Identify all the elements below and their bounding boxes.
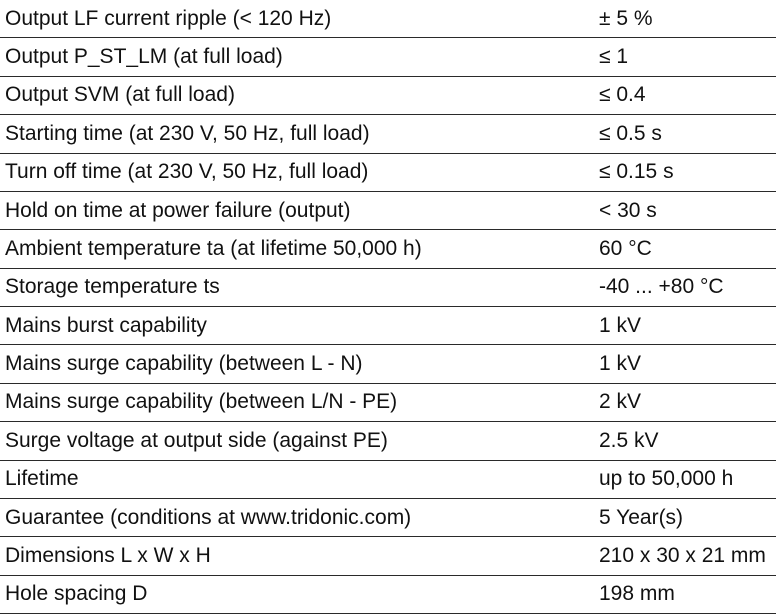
table-row: Turn off time (at 230 V, 50 Hz, full loa… — [0, 154, 776, 192]
parameter-label: Mains burst capability — [5, 313, 207, 337]
table-row: Hold on time at power failure (output) < … — [0, 192, 776, 231]
table-row: Mains burst capability 1 kV — [0, 307, 776, 346]
parameter-value: 198 mm — [599, 582, 675, 606]
parameter-value: < 30 s — [599, 198, 657, 222]
parameter-label: Output SVM (at full load) — [5, 83, 235, 107]
table-row: Hole spacing D 198 mm — [0, 576, 776, 614]
table-row: Lifetime up to 50,000 h — [0, 461, 776, 499]
parameter-value: 210 x 30 x 21 mm — [599, 543, 766, 567]
table-row: Output SVM (at full load) ≤ 0.4 — [0, 77, 776, 116]
parameter-value: ≤ 0.5 s — [599, 121, 662, 145]
parameter-label: Turn off time (at 230 V, 50 Hz, full loa… — [5, 160, 369, 184]
parameter-label: Hold on time at power failure (output) — [5, 198, 351, 222]
parameter-label: Ambient temperature ta (at lifetime 50,0… — [5, 236, 422, 260]
parameter-value: 1 kV — [599, 313, 642, 337]
parameter-label: Storage temperature ts — [5, 275, 220, 299]
parameter-label: Starting time (at 230 V, 50 Hz, full loa… — [5, 121, 370, 145]
parameter-value: ≤ 0.4 — [599, 83, 646, 107]
parameter-value: -40 ... +80 °C — [599, 275, 724, 299]
table-row: Starting time (at 230 V, 50 Hz, full loa… — [0, 115, 776, 154]
parameter-value: up to 50,000 h — [599, 467, 734, 491]
parameter-label: Hole spacing D — [5, 582, 148, 606]
parameter-label: Dimensions L x W x H — [5, 543, 211, 567]
parameter-value: 2 kV — [599, 390, 642, 414]
parameter-label: Output P_ST_LM (at full load) — [5, 45, 283, 69]
table-row: Ambient temperature ta (at lifetime 50,0… — [0, 230, 776, 269]
parameter-label: Mains surge capability (between L - N) — [5, 352, 363, 376]
table-row: Mains surge capability (between L - N) 1 … — [0, 345, 776, 384]
parameter-label: Guarantee (conditions at www.tridonic.co… — [5, 505, 412, 529]
parameter-label: Output LF current ripple (< 120 Hz) — [5, 6, 332, 30]
parameter-label: Mains surge capability (between L/N - PE… — [5, 390, 398, 414]
parameter-value: ± 5 % — [599, 6, 653, 30]
parameter-value: ≤ 1 — [599, 45, 629, 69]
parameter-label: Lifetime — [5, 467, 79, 491]
table-row: Dimensions L x W x H 210 x 30 x 21 mm — [0, 537, 776, 576]
table-row: Guarantee (conditions at www.tridonic.co… — [0, 499, 776, 538]
table-row: Mains surge capability (between L/N - PE… — [0, 384, 776, 423]
parameter-value: 2.5 kV — [599, 428, 659, 452]
parameter-value: 60 °C — [599, 236, 652, 260]
table-row: Storage temperature ts -40 ... +80 °C — [0, 269, 776, 307]
parameter-value: ≤ 0.15 s — [599, 160, 674, 184]
table-row: Output LF current ripple (< 120 Hz) ± 5 % — [0, 0, 776, 39]
table-row: Output P_ST_LM (at full load) ≤ 1 — [0, 38, 776, 77]
parameter-value: 5 Year(s) — [599, 505, 684, 529]
table-row: Surge voltage at output side (against PE… — [0, 422, 776, 461]
parameter-value: 1 kV — [599, 352, 642, 376]
parameter-label: Surge voltage at output side (against PE… — [5, 428, 388, 452]
